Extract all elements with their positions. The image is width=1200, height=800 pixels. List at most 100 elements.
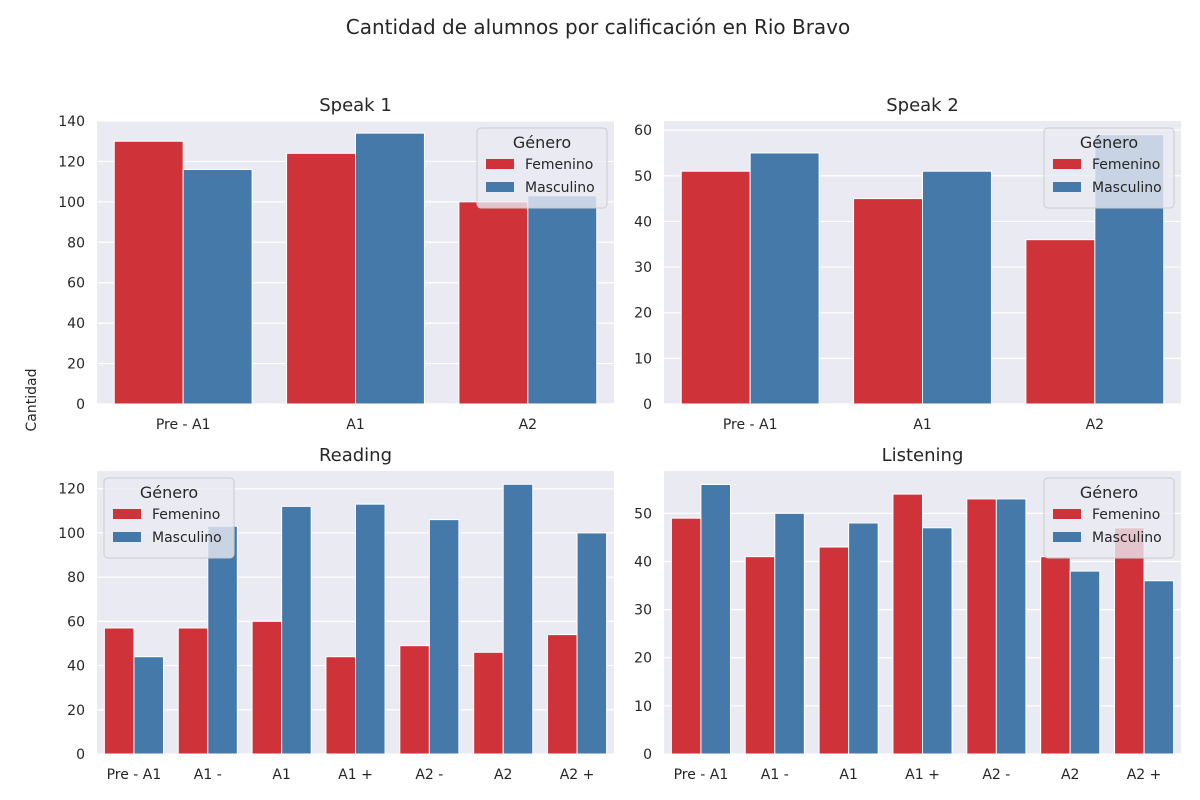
bar-masculino-a1 bbox=[922, 527, 953, 755]
bar-masculino-a2 bbox=[502, 483, 534, 755]
legend-swatch-masculino bbox=[113, 532, 141, 542]
legend-label-femenino: Femenino bbox=[1092, 157, 1160, 173]
subplot-speak-1: 0 20 40 60 80 100 120 140 Pre - A1 A1 A2 Speak 1 Gén… bbox=[58, 95, 614, 433]
x-tick-label: A2 bbox=[519, 417, 537, 433]
legend-label-femenino: Femenino bbox=[525, 157, 593, 173]
x-tick-label: Pre - A1 bbox=[156, 417, 211, 433]
bar-femenino-a1 bbox=[177, 627, 209, 755]
legend-label-femenino: Femenino bbox=[1092, 507, 1160, 523]
y-tick-label: 120 bbox=[58, 482, 85, 498]
y-tick-label: 20 bbox=[634, 306, 652, 322]
figure-title: Cantidad de alumnos por calificación en … bbox=[346, 15, 851, 39]
bar-masculino-a1 bbox=[355, 132, 425, 405]
y-tick-label: 60 bbox=[67, 614, 85, 630]
x-tick-label: Pre - A1 bbox=[674, 767, 729, 783]
bar-masculino-prea1 bbox=[182, 169, 253, 405]
x-tick-label: A2 bbox=[1061, 767, 1079, 783]
x-tick-label: A1 bbox=[839, 767, 857, 783]
bar-femenino-a1 bbox=[286, 152, 357, 405]
subplot-title: Speak 2 bbox=[886, 95, 959, 116]
legend: Género Femenino Masculino bbox=[476, 127, 608, 209]
x-tick-label: Pre - A1 bbox=[107, 767, 162, 783]
x-tick-label: A2 bbox=[494, 767, 512, 783]
bar-masculino-a2 bbox=[995, 498, 1027, 755]
y-tick-label: 60 bbox=[67, 276, 85, 292]
bar-masculino-prea1 bbox=[749, 152, 820, 405]
legend-swatch-femenino bbox=[486, 159, 514, 169]
y-tick-label: 120 bbox=[58, 154, 85, 170]
x-tick-label: A1 bbox=[272, 767, 290, 783]
y-tick-label: 40 bbox=[634, 214, 652, 230]
x-tick-label: A2 + bbox=[560, 767, 595, 783]
y-tick-label: 40 bbox=[634, 554, 652, 570]
legend-label-masculino: Masculino bbox=[1092, 180, 1162, 196]
x-tick-label: A2 - bbox=[415, 767, 443, 783]
bar-femenino-a2 bbox=[1114, 527, 1145, 755]
y-tick-label: 10 bbox=[634, 351, 652, 367]
bar-femenino-prea1 bbox=[113, 140, 184, 405]
bar-masculino-a1 bbox=[207, 525, 238, 755]
y-tick-label: 20 bbox=[67, 357, 85, 373]
bar-femenino-a1 bbox=[251, 620, 283, 755]
y-tick-label: 0 bbox=[643, 747, 652, 763]
legend-swatch-femenino bbox=[113, 509, 141, 519]
y-tick-label: 30 bbox=[634, 260, 652, 276]
bar-femenino-a2 bbox=[458, 201, 529, 405]
y-tick-label: 20 bbox=[634, 651, 652, 667]
bar-femenino-a2 bbox=[399, 645, 430, 755]
bar-femenino-a2 bbox=[473, 651, 504, 755]
legend: Género Femenino Masculino bbox=[1043, 477, 1175, 559]
y-tick-label: 30 bbox=[634, 603, 652, 619]
bar-femenino-a2 bbox=[966, 498, 997, 755]
x-tick-label: A1 + bbox=[905, 767, 940, 783]
x-tick-label: A1 - bbox=[761, 767, 789, 783]
subplot-speak-2: 0 10 20 30 40 50 60 Pre - A1 A1 A2 Speak 2 Género Fe… bbox=[634, 95, 1181, 433]
bar-masculino-a2 bbox=[1143, 580, 1175, 755]
bar-femenino-a1 bbox=[744, 556, 776, 755]
y-tick-label: 80 bbox=[67, 570, 85, 586]
bar-masculino-a1 bbox=[355, 503, 386, 755]
bar-femenino-a2 bbox=[1025, 239, 1096, 405]
bar-masculino-a1 bbox=[848, 522, 879, 755]
bar-masculino-a1 bbox=[922, 170, 992, 405]
legend-swatch-masculino bbox=[486, 182, 514, 192]
bar-masculino-prea1 bbox=[133, 656, 164, 755]
y-tick-label: 40 bbox=[67, 659, 85, 675]
legend-title: Género bbox=[1080, 133, 1138, 152]
legend-title: Género bbox=[140, 483, 198, 502]
bar-masculino-a2 bbox=[576, 532, 608, 755]
y-tick-label: 100 bbox=[58, 526, 85, 542]
x-tick-label: A2 - bbox=[982, 767, 1010, 783]
x-tick-label: A1 bbox=[913, 417, 931, 433]
bar-femenino-prea1 bbox=[680, 170, 751, 405]
subplot-reading: 0 20 40 60 80 100 120 Pre - A1 A1 - A1 A1 + A2 - A2 A… bbox=[58, 445, 614, 783]
bar-masculino-a2 bbox=[1069, 570, 1101, 755]
x-tick-label: A2 bbox=[1086, 417, 1104, 433]
legend-label-masculino: Masculino bbox=[525, 180, 595, 196]
subplot-title: Speak 1 bbox=[319, 95, 392, 116]
y-tick-label: 100 bbox=[58, 195, 85, 211]
bar-femenino-prea1 bbox=[103, 627, 135, 755]
legend-swatch-femenino bbox=[1053, 509, 1081, 519]
x-tick-label: Pre - A1 bbox=[723, 417, 778, 433]
bar-masculino-a2 bbox=[527, 195, 598, 405]
bar-masculino-prea1 bbox=[700, 483, 731, 755]
subplot-title: Reading bbox=[319, 445, 392, 466]
bar-femenino-a2 bbox=[547, 634, 578, 755]
legend-label-femenino: Femenino bbox=[152, 507, 220, 523]
bar-femenino-a2 bbox=[1040, 556, 1071, 755]
y-tick-label: 0 bbox=[643, 397, 652, 413]
legend: Género Femenino Masculino bbox=[103, 477, 235, 559]
bar-femenino-a1 bbox=[325, 656, 357, 755]
y-tick-label: 60 bbox=[634, 123, 652, 139]
y-axis-label: Cantidad bbox=[24, 369, 40, 432]
x-tick-label: A1 - bbox=[194, 767, 222, 783]
x-tick-label: A1 bbox=[346, 417, 364, 433]
subplot-title: Listening bbox=[882, 445, 964, 466]
y-tick-label: 80 bbox=[67, 235, 85, 251]
y-tick-label: 140 bbox=[58, 114, 85, 130]
legend-title: Género bbox=[513, 133, 571, 152]
bar-masculino-a1 bbox=[281, 505, 312, 755]
